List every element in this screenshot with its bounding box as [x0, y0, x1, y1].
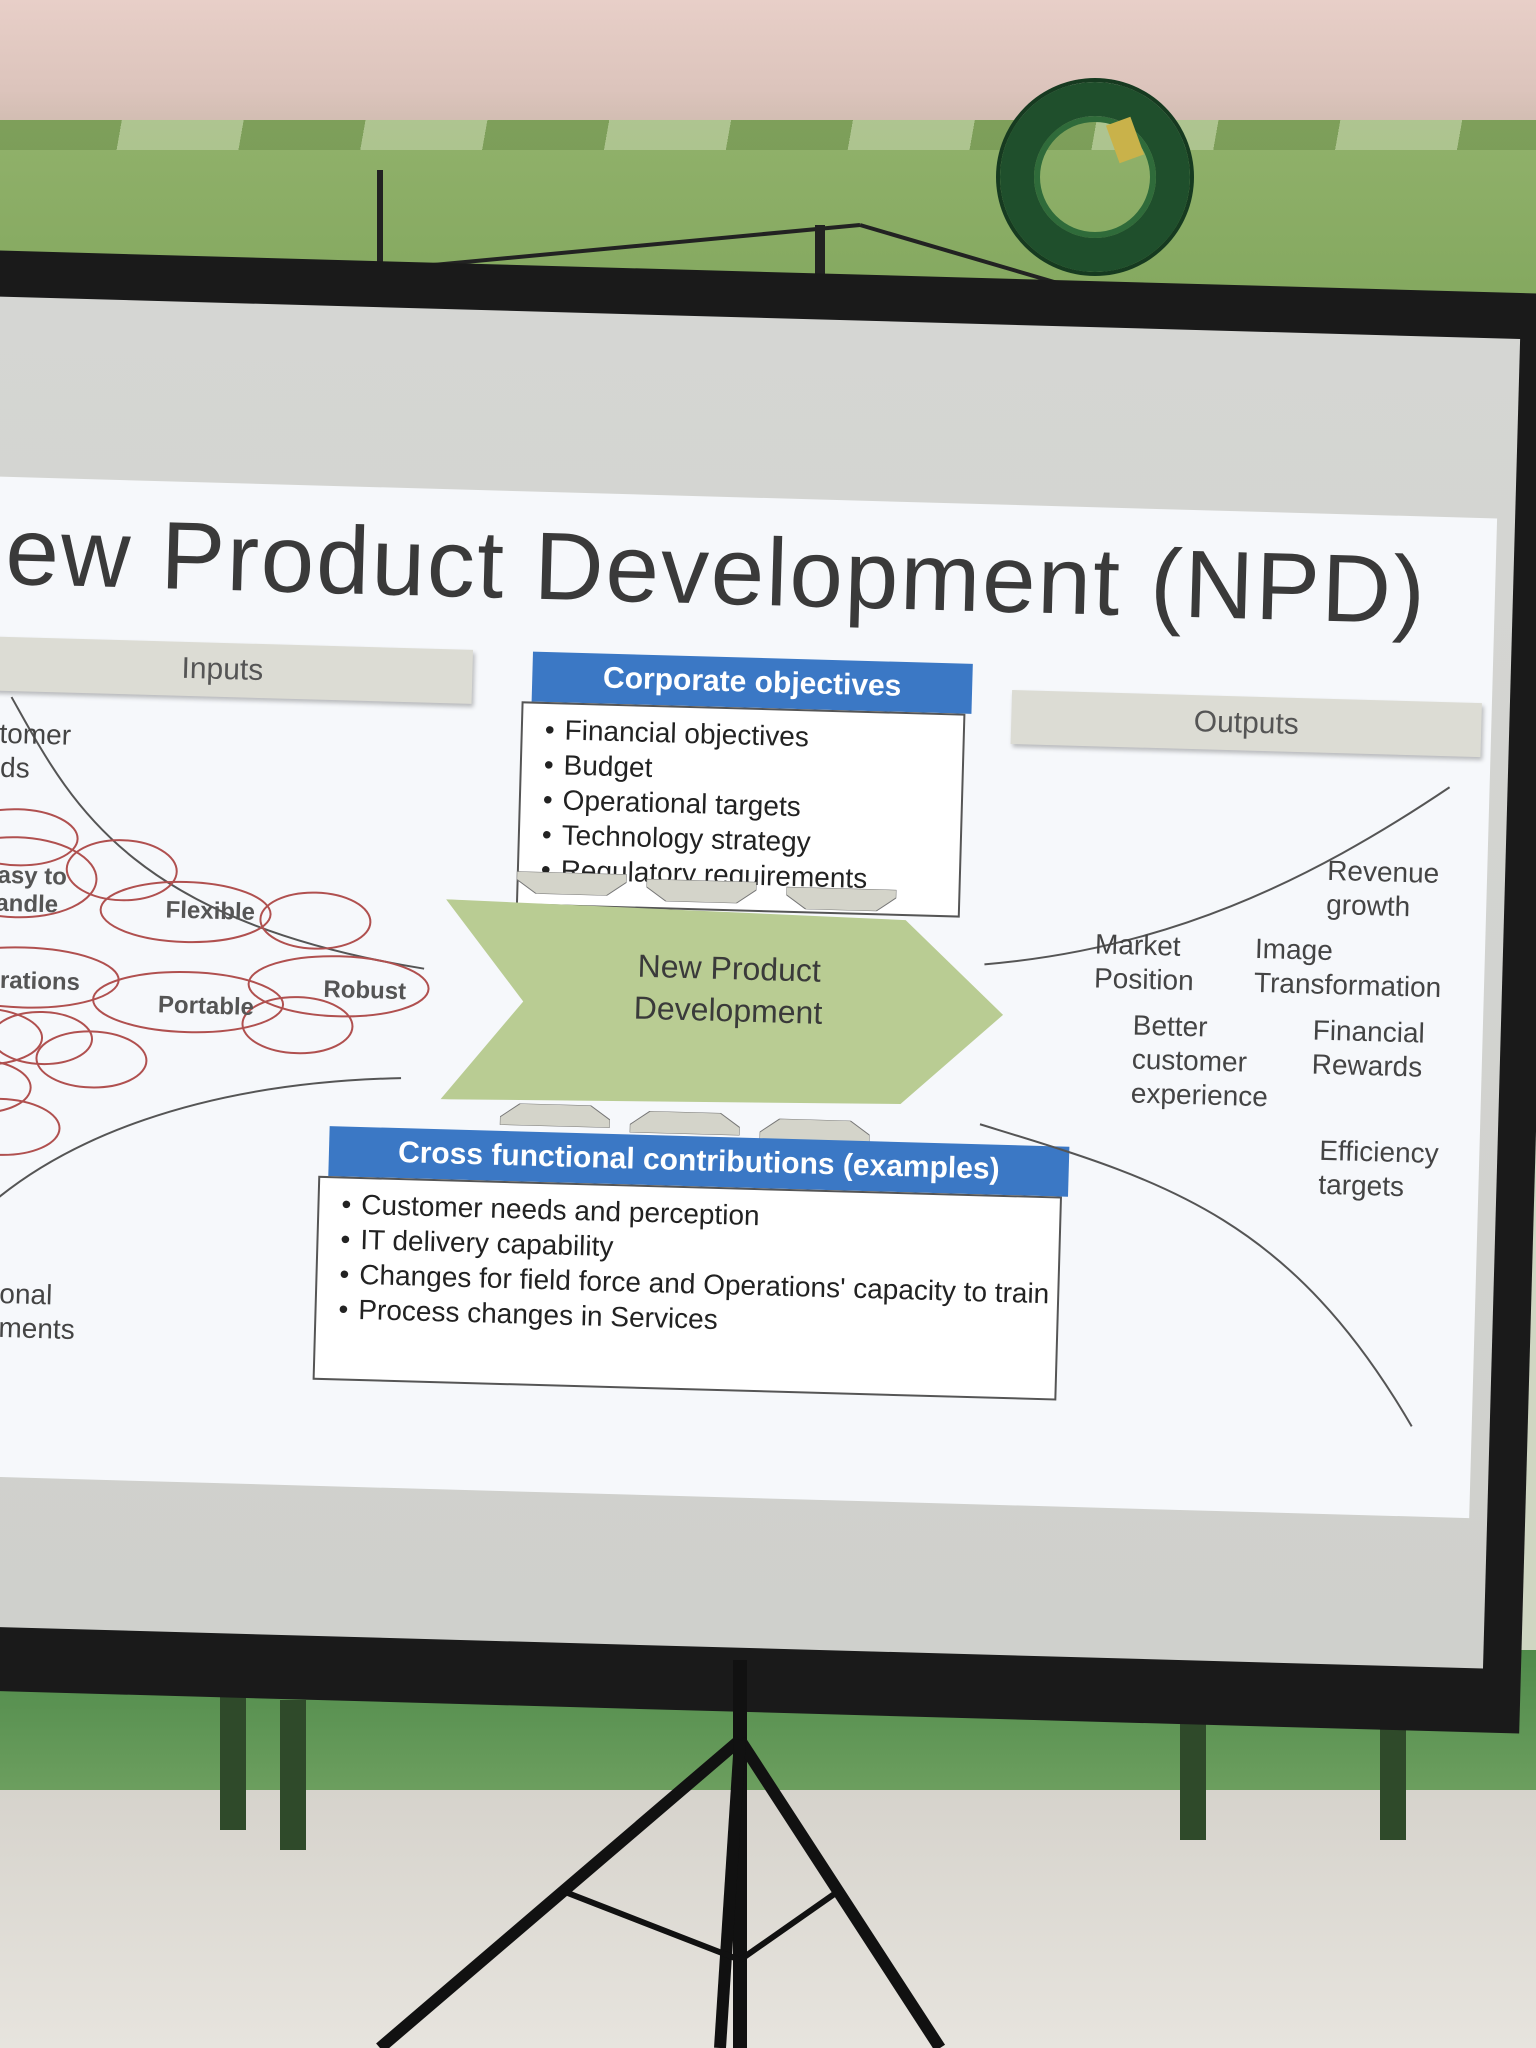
flexible-label: Flexible [165, 896, 256, 926]
label-line: Transformation [1253, 966, 1442, 1004]
robust-label: Robust [323, 975, 407, 1006]
outputs-funnel-diagram [979, 786, 1451, 1427]
easy-to-handle-label: Easy to handle [0, 861, 67, 919]
label-line: Efficiency [1318, 1134, 1440, 1170]
tripod-stand [376, 1660, 946, 2048]
financial-rewards-label: Financial Rewards [1311, 1014, 1425, 1085]
floor [0, 1790, 1536, 2048]
label-line: vements [0, 1311, 76, 1346]
customer-needs-label: stomer eds [0, 716, 72, 786]
presentation-slide: ew Product Development (NPD) Inputs Outp… [0, 475, 1498, 1519]
npd-label: New Product Development [503, 941, 955, 1038]
portable-label: Portable [157, 991, 255, 1021]
up-arrow-icon [499, 1102, 611, 1128]
efficiency-targets-label: Efficiency targets [1318, 1134, 1439, 1205]
label-line: growth [1325, 888, 1411, 923]
revenue-growth-label: Revenue growth [1326, 854, 1440, 925]
label-line: Rewards [1311, 1048, 1423, 1083]
label-line: Position [1093, 962, 1195, 997]
label-line: Financial [1312, 1014, 1426, 1049]
image-transformation-label: Image Transformation [1254, 932, 1443, 1005]
slide-title: ew Product Development (NPD) [4, 497, 1429, 645]
label-line: ational [0, 1277, 53, 1311]
up-arrow-icon [629, 1110, 741, 1136]
operational-improvements-label: ational vements [0, 1276, 76, 1347]
label-line: customer [1131, 1043, 1248, 1078]
outputs-header: Outputs [1010, 689, 1482, 758]
label-line: Image [1254, 932, 1334, 967]
label-line: Revenue [1326, 854, 1440, 889]
table-leg [220, 1680, 246, 1830]
corporate-objectives-list: Financial objectives Budget Operational … [540, 712, 963, 899]
migrations-label: igrations [0, 966, 81, 997]
down-arrow-icon [646, 878, 757, 904]
table-leg [280, 1700, 306, 1850]
better-customer-experience-label: Better customer experience [1130, 1008, 1270, 1114]
down-arrow-icon [516, 871, 627, 897]
projection-screen: ew Product Development (NPD) Inputs Outp… [0, 250, 1536, 1734]
market-position-label: Market Position [1094, 927, 1195, 998]
label-line: Easy to [0, 861, 68, 891]
down-arrow-icon [785, 886, 897, 912]
npd-chevron-arrow [440, 899, 1004, 1105]
label-line: Market [1094, 928, 1182, 962]
label-line: experience [1130, 1077, 1269, 1113]
screen-surface: ew Product Development (NPD) Inputs Outp… [0, 296, 1521, 1669]
inputs-funnel-diagram [0, 696, 430, 1218]
label-line: Better [1132, 1009, 1208, 1043]
label-line: eds [0, 751, 31, 784]
label-line: stomer [0, 717, 72, 751]
label-line: handle [0, 889, 59, 919]
label-line: targets [1318, 1168, 1405, 1203]
